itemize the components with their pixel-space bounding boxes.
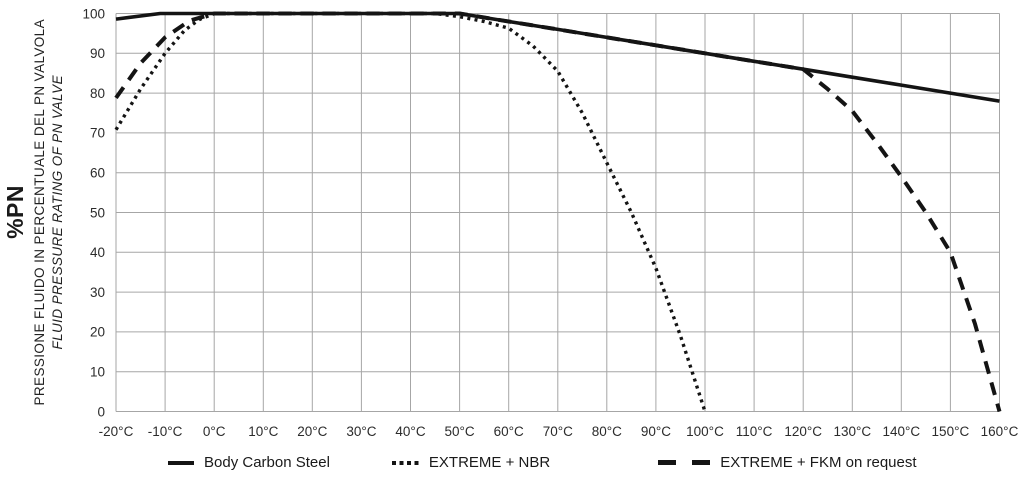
x-tick-label: 100°C xyxy=(686,424,724,439)
x-tick-label: 0°C xyxy=(203,424,226,439)
x-tick-label: 120°C xyxy=(784,424,822,439)
x-tick-label: 150°C xyxy=(932,424,970,439)
y-tick-label: 50 xyxy=(90,205,105,220)
x-tick-label: 130°C xyxy=(833,424,871,439)
series-line-body-carbon-steel xyxy=(115,11,1000,103)
y-tick-label: 40 xyxy=(90,245,105,260)
y-tick-label: 70 xyxy=(90,126,105,141)
y-axis-title-pn: %PN xyxy=(2,185,28,239)
y-axis-title-english: FLUID PRESSURE RATING OF PN VALVE xyxy=(50,74,65,350)
x-tick-label: 70°C xyxy=(543,424,573,439)
x-tick-label: 30°C xyxy=(346,424,376,439)
x-tick-label: 160°C xyxy=(981,424,1019,439)
x-tick-label: -20°C xyxy=(99,424,134,439)
y-axis-title-italian: PRESSIONE FLUIDO IN PERCENTUALE DEL PN V… xyxy=(32,18,47,406)
legend-label-body-carbon-steel: Body Carbon Steel xyxy=(204,454,330,471)
x-tick-label: 140°C xyxy=(882,424,920,439)
dotted-line-legend-marker-icon xyxy=(391,460,419,465)
dashed-line-legend-marker-icon xyxy=(658,460,711,465)
legend-item-body-carbon-steel: Body Carbon Steel xyxy=(168,454,330,471)
x-tick-label: 90°C xyxy=(641,424,671,439)
x-tick-label: 50°C xyxy=(445,424,475,439)
legend-label-extreme-fkm: EXTREME + FKM on request xyxy=(720,454,917,471)
x-tick-label: 60°C xyxy=(494,424,524,439)
y-tick-label: 80 xyxy=(90,86,105,101)
x-tick-label: 80°C xyxy=(592,424,622,439)
x-tick-label: 20°C xyxy=(297,424,327,439)
y-tick-label: 10 xyxy=(90,365,105,380)
legend-label-extreme-nbr: EXTREME + NBR xyxy=(428,454,551,471)
chart-legend: Body Carbon Steel EXTREME + NBR EXTREME … xyxy=(168,454,917,471)
solid-line-legend-marker-icon xyxy=(168,460,194,465)
legend-item-extreme-nbr: EXTREME + NBR xyxy=(391,454,551,471)
y-axis-title: %PN PRESSIONE FLUIDO IN PERCENTUALE DEL … xyxy=(2,0,65,424)
x-tick-label: 40°C xyxy=(395,424,425,439)
y-tick-label: 90 xyxy=(90,46,105,61)
y-tick-label: 20 xyxy=(90,325,105,340)
y-tick-label: 0 xyxy=(97,404,105,419)
legend-item-extreme-fkm: EXTREME + FKM on request xyxy=(658,454,917,471)
y-tick-label: 30 xyxy=(90,285,105,300)
y-tick-label: 60 xyxy=(90,166,105,181)
y-tick-label: 100 xyxy=(82,6,105,21)
x-tick-label: -10°C xyxy=(148,424,183,439)
chart-plot-area: 0 10 20 30 40 50 60 70 80 90 100 -20°C -10°C 0°C 10°C 2… xyxy=(82,6,1019,439)
x-tick-label: 110°C xyxy=(736,424,773,439)
x-tick-label: 10°C xyxy=(248,424,278,439)
